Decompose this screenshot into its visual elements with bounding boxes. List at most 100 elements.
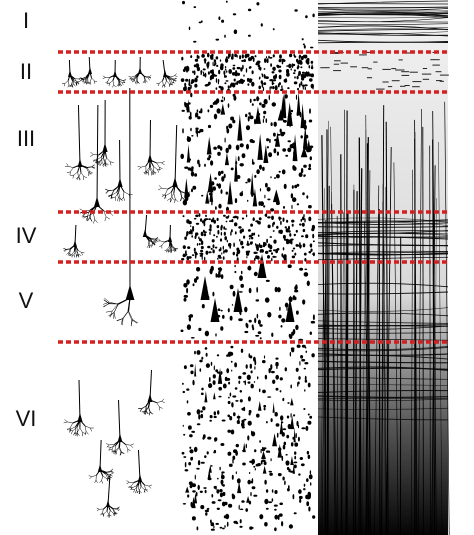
nissl-cell	[211, 501, 216, 504]
nissl-cell	[272, 67, 275, 70]
nissl-cell	[197, 55, 200, 59]
nissl-cell	[250, 223, 254, 227]
pyramidal-soma	[263, 144, 269, 163]
nissl-cell	[202, 406, 206, 411]
nissl-cell	[276, 151, 279, 156]
radial-fiber	[340, 154, 342, 535]
nissl-cell	[299, 246, 302, 249]
nissl-cell	[182, 253, 186, 258]
dendrite	[174, 248, 176, 252]
nissl-cell	[278, 216, 281, 220]
nissl-cell	[222, 383, 227, 389]
nissl-cell	[213, 415, 217, 419]
nissl-cell	[278, 170, 281, 173]
nissl-cell	[299, 457, 303, 460]
nissl-cell	[216, 273, 221, 278]
nissl-cell	[283, 238, 287, 241]
nissl-cell	[291, 204, 293, 210]
nissl-cell	[193, 278, 198, 283]
nissl-cell	[266, 421, 268, 424]
nissl-cell	[192, 70, 194, 74]
nissl-cell	[183, 294, 188, 298]
nissl-cell	[299, 498, 302, 503]
dendrite	[170, 192, 173, 199]
nissl-cell	[301, 344, 306, 348]
nissl-cell	[292, 165, 296, 171]
nissl-cell	[282, 444, 286, 450]
nissl-cell	[254, 449, 257, 453]
nissl-cell	[205, 83, 210, 87]
pyramidal-soma	[125, 284, 135, 300]
nissl-cell	[292, 197, 297, 203]
nissl-cell	[218, 69, 221, 75]
dendrite	[125, 444, 131, 446]
nissl-cell	[252, 217, 255, 221]
pyramidal-soma	[286, 102, 293, 126]
nissl-cell	[186, 388, 190, 391]
nissl-cell	[255, 413, 260, 418]
dendrite	[76, 254, 79, 257]
dendrite	[118, 83, 121, 87]
nissl-cell	[181, 109, 185, 112]
nissl-cell	[181, 258, 185, 261]
dendrite	[108, 514, 111, 518]
nissl-cell	[277, 473, 282, 477]
dendrite	[90, 77, 92, 82]
nissl-cell	[232, 82, 236, 88]
dendrite	[140, 165, 146, 168]
dendrite	[116, 84, 119, 87]
nissl-cell	[182, 382, 184, 385]
apical-dendrite	[118, 399, 121, 441]
nissl-cell	[261, 459, 266, 462]
dendrite	[118, 192, 121, 199]
nissl-cell	[247, 240, 249, 246]
nissl-cell	[233, 242, 235, 248]
nissl-cell	[227, 85, 230, 89]
dendrite	[74, 250, 77, 255]
dendrite	[138, 167, 142, 170]
nissl-cell	[282, 234, 286, 239]
dendrite	[166, 80, 170, 85]
nissl-cell	[184, 82, 187, 87]
nissl-cell	[279, 306, 281, 311]
nissl-cell	[184, 236, 187, 240]
dendrite	[173, 79, 176, 82]
nissl-cell	[199, 490, 203, 493]
dendrite	[77, 171, 79, 177]
nissl-cell	[227, 429, 231, 433]
nissl-cell	[275, 374, 280, 380]
nissl-cell	[225, 220, 228, 223]
nissl-cell	[212, 71, 215, 75]
nissl-cell	[292, 494, 295, 500]
horizontal-fiber	[317, 32, 449, 36]
nissl-cell	[254, 366, 256, 370]
nissl-cell	[250, 491, 252, 497]
dendrite	[109, 473, 114, 475]
nissl-cell	[300, 463, 305, 467]
nissl-cell	[290, 238, 294, 241]
nissl-cell	[267, 198, 271, 201]
nissl-cell	[232, 67, 236, 70]
nissl-cell	[233, 412, 236, 417]
nissl-cell	[290, 193, 294, 199]
nissl-cell	[232, 455, 236, 460]
nissl-cell	[312, 515, 316, 519]
nissl-cell	[267, 216, 271, 219]
nissl-cell	[216, 108, 221, 114]
dendrite	[75, 250, 79, 255]
dendrite	[76, 427, 81, 433]
dendrite	[112, 303, 119, 312]
dendrite	[103, 210, 107, 217]
nissl-cell	[219, 466, 221, 471]
nissl-cell	[198, 414, 201, 420]
nissl-cell	[254, 467, 256, 471]
dendrite	[162, 80, 164, 85]
nissl-cell	[217, 171, 222, 176]
dendrite	[75, 82, 78, 86]
nissl-cell	[312, 252, 315, 257]
dendrite	[136, 80, 139, 84]
nissl-cell	[292, 328, 296, 335]
dendrite	[107, 446, 111, 448]
dendrite	[168, 79, 171, 84]
nissl-cell	[207, 109, 210, 113]
